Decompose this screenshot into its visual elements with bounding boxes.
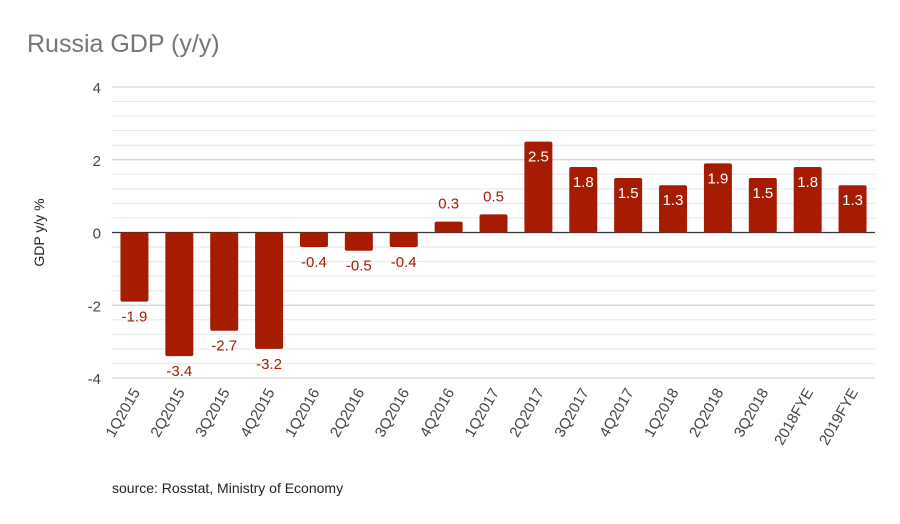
x-tick-label: 2Q2016 bbox=[327, 386, 368, 441]
bar bbox=[120, 232, 149, 302]
x-tick-label: 4Q2015 bbox=[237, 386, 278, 441]
bar bbox=[344, 232, 373, 251]
data-label: 1.3 bbox=[842, 192, 863, 209]
bar bbox=[210, 232, 239, 331]
data-label: 1.9 bbox=[707, 170, 728, 187]
bar bbox=[703, 163, 732, 233]
x-tick-label: 2Q2017 bbox=[506, 386, 547, 441]
bar bbox=[793, 167, 822, 233]
x-tick-label: 3Q2018 bbox=[731, 386, 772, 441]
x-tick-label: 2Q2018 bbox=[686, 386, 727, 441]
data-label: -2.7 bbox=[211, 338, 237, 355]
data-label: -1.9 bbox=[122, 309, 148, 326]
data-label: -3.2 bbox=[256, 356, 282, 373]
x-tick-label: 1Q2018 bbox=[641, 386, 682, 441]
data-label: 2.5 bbox=[528, 149, 549, 166]
y-tick-label: 2 bbox=[93, 153, 101, 170]
source-note: source: Rosstat, Ministry of Economy bbox=[112, 480, 344, 496]
y-tick-label: -2 bbox=[88, 298, 101, 315]
x-tick-label: 4Q2017 bbox=[596, 386, 637, 441]
x-tick-label: 4Q2016 bbox=[417, 386, 458, 441]
bar bbox=[299, 232, 328, 248]
data-label: 0.5 bbox=[483, 188, 504, 205]
x-tick-label: 2Q2015 bbox=[147, 386, 188, 441]
x-tick-label: 1Q2016 bbox=[282, 386, 323, 441]
x-tick-label: 3Q2016 bbox=[372, 386, 413, 441]
x-tick-label: 1Q2015 bbox=[102, 386, 143, 441]
bar bbox=[748, 177, 777, 233]
bar bbox=[524, 141, 553, 233]
bar bbox=[434, 221, 463, 233]
y-axis-label: GDP y/y % bbox=[31, 198, 47, 266]
x-tick-label: 3Q2017 bbox=[551, 386, 592, 441]
data-label: 0.3 bbox=[438, 196, 459, 213]
x-tick-label: 2019FYE bbox=[816, 386, 862, 449]
bar bbox=[659, 185, 688, 233]
data-label: 1.5 bbox=[618, 185, 639, 202]
data-label: 1.5 bbox=[752, 185, 773, 202]
data-label: 1.3 bbox=[663, 192, 684, 209]
data-label: 1.8 bbox=[797, 174, 818, 191]
y-tick-label: 0 bbox=[93, 226, 101, 243]
bar bbox=[614, 177, 643, 233]
bar bbox=[255, 232, 284, 349]
y-tick-label: -4 bbox=[88, 371, 101, 388]
bar bbox=[165, 232, 194, 357]
data-label: 1.8 bbox=[573, 174, 594, 191]
y-tick-label: 4 bbox=[93, 80, 101, 97]
data-label: -0.5 bbox=[346, 258, 372, 275]
data-label: -0.4 bbox=[391, 254, 417, 271]
bar bbox=[479, 214, 508, 233]
x-tick-label: 3Q2015 bbox=[192, 386, 233, 441]
bar bbox=[569, 167, 598, 233]
data-label: -0.4 bbox=[301, 254, 327, 271]
chart-title: Russia GDP (y/y) bbox=[27, 30, 220, 58]
x-tick-label: 1Q2017 bbox=[462, 386, 503, 441]
bar bbox=[389, 232, 418, 248]
bar bbox=[838, 185, 867, 233]
data-label: -3.4 bbox=[166, 363, 192, 380]
x-tick-label: 2018FYE bbox=[771, 386, 817, 449]
